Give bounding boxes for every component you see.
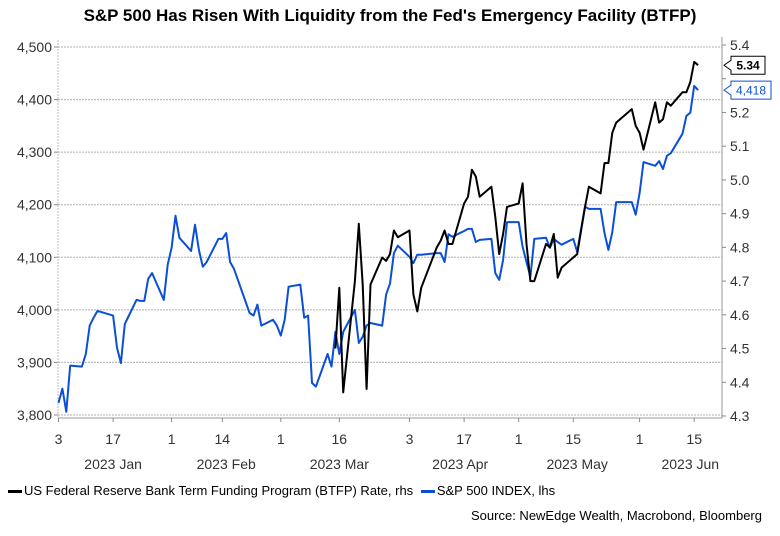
right-tick-label: 4.9 (730, 206, 750, 222)
x-tick-label: 1 (515, 431, 523, 447)
right-tick-label: 4.6 (730, 307, 750, 323)
sp500-last-value-callout (723, 80, 772, 100)
right-tick-label: 4.8 (730, 239, 750, 255)
left-tick-label: 4,000 (17, 302, 52, 318)
btfp-rate-line (334, 60, 699, 394)
x-tick-label: 16 (332, 431, 348, 447)
source-note: Source: NewEdge Wealth, Macrobond, Bloom… (471, 508, 762, 523)
x-tick-label: 1 (636, 431, 644, 447)
month-label: 2023 Apr (432, 456, 488, 472)
sp500-last-value: 4,418 (736, 84, 766, 98)
left-tick-label: 4,400 (17, 92, 52, 108)
right-tick-label: 4.4 (730, 374, 750, 390)
x-tick-label: 14 (215, 431, 231, 447)
right-tick-label: 5.0 (730, 172, 750, 188)
right-tick-label: 5.4 (730, 37, 750, 53)
x-tick-label: 1 (168, 431, 176, 447)
chart-title: S&P 500 Has Risen With Liquidity from th… (83, 6, 697, 25)
x-tick-label: 15 (566, 431, 582, 447)
legend-swatch-btfp (8, 490, 22, 494)
month-label: 2023 Jan (84, 456, 142, 472)
left-tick-label: 3,800 (17, 407, 52, 423)
right-tick-label: 4.3 (730, 408, 750, 424)
month-label: 2023 Feb (197, 456, 256, 472)
left-tick-label: 4,300 (17, 144, 52, 160)
legend-label-btfp: US Federal Reserve Bank Term Funding Pro… (24, 483, 414, 498)
legend-label-sp500: S&P 500 INDEX, lhs (436, 483, 556, 498)
legend-swatch-sp500 (420, 490, 435, 494)
left-tick-label: 4,100 (17, 249, 52, 265)
x-tick-label: 3 (406, 431, 414, 447)
x-tick-label: 17 (105, 431, 121, 447)
btfp-last-value: 5.34 (736, 59, 760, 73)
x-tick-label: 3 (55, 431, 63, 447)
month-label: 2023 Mar (310, 456, 369, 472)
left-tick-label: 4,200 (17, 197, 52, 213)
right-tick-label: 4.5 (730, 341, 750, 357)
left-tick-label: 4,500 (17, 39, 52, 55)
btfp-last-value-callout (723, 55, 766, 75)
month-label: 2023 Jun (661, 456, 719, 472)
right-tick-label: 4.7 (730, 273, 750, 289)
right-tick-label: 5.2 (730, 104, 750, 120)
left-tick-label: 3,900 (17, 354, 52, 370)
sp500-line (57, 84, 699, 413)
x-tick-label: 15 (686, 431, 702, 447)
x-tick-label: 17 (456, 431, 472, 447)
x-tick-label: 1 (277, 431, 285, 447)
month-label: 2023 May (546, 456, 607, 472)
right-tick-label: 5.1 (730, 138, 750, 154)
legend: US Federal Reserve Bank Term Funding Pro… (8, 483, 555, 498)
